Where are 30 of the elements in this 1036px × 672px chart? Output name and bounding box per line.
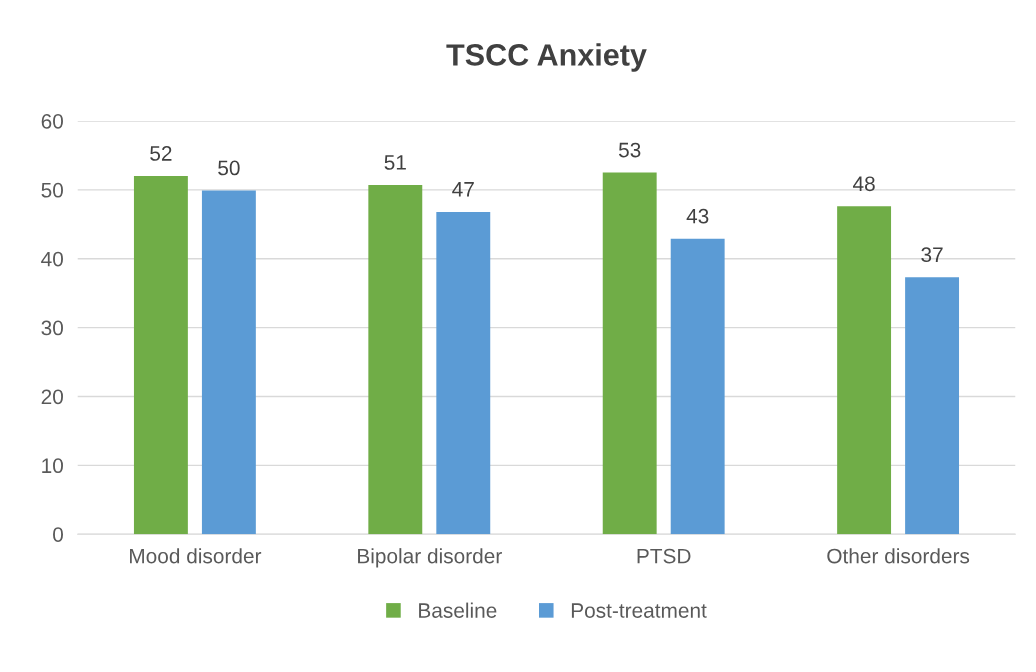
data-label: 53 xyxy=(618,142,641,158)
bar xyxy=(368,185,423,535)
y-tick-label: 0 xyxy=(53,527,63,542)
y-tick-label: 50 xyxy=(41,182,63,198)
data-label: 52 xyxy=(150,146,172,161)
bar xyxy=(436,211,491,535)
bar xyxy=(602,172,657,535)
x-tick-label: Bipolar disorder xyxy=(358,548,502,568)
x-tick-label: Other disorders xyxy=(827,548,970,564)
y-tick-label: 60 xyxy=(41,113,63,129)
bar xyxy=(670,238,725,535)
data-label: 47 xyxy=(452,182,474,197)
y-tick-label: 30 xyxy=(41,320,63,336)
bar xyxy=(905,277,960,535)
data-label: 43 xyxy=(686,208,709,224)
data-label: 51 xyxy=(384,155,406,170)
data-label: 50 xyxy=(218,160,240,176)
chart-title: TSCC Anxiety xyxy=(446,43,647,72)
x-tick-label: PTSD xyxy=(637,548,691,564)
data-label: 48 xyxy=(852,176,875,192)
legend-label: Post-treatment xyxy=(571,603,707,618)
bar xyxy=(133,176,188,535)
legend-label: Baseline xyxy=(419,602,497,618)
bar xyxy=(837,206,892,535)
data-label: 37 xyxy=(921,247,943,263)
bar xyxy=(201,190,256,535)
y-tick-label: 20 xyxy=(41,389,63,405)
y-tick-label: 10 xyxy=(42,458,63,474)
x-tick-label: Mood disorder xyxy=(130,548,262,564)
y-tick-label: 40 xyxy=(41,251,63,267)
